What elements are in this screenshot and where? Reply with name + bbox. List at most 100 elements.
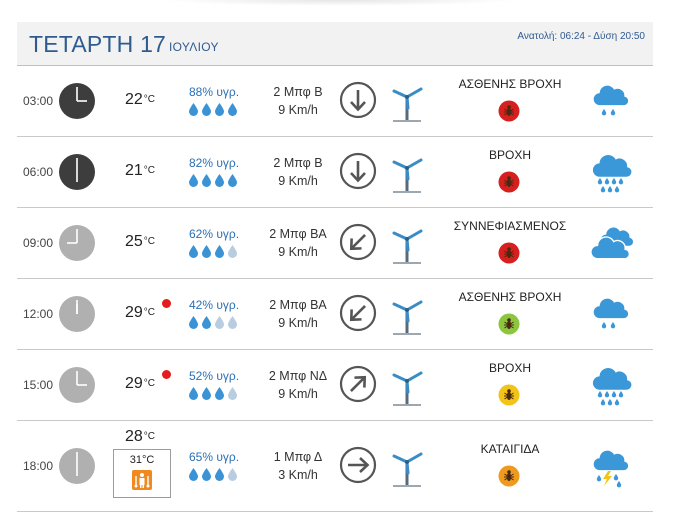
time-label: 15:00	[23, 378, 54, 392]
weather-description: ΑΣΘΕΝΗΣ ΒΡΟΧΗ	[458, 77, 562, 91]
wind-force: 1 Μπφ Δ	[273, 450, 323, 464]
clock-icon	[58, 82, 96, 120]
drop-empty-icon	[227, 386, 238, 400]
drop-full-icon	[214, 244, 225, 258]
wind-speed: 9 Km/h	[278, 387, 318, 401]
temperature-unit: °C	[143, 236, 156, 247]
down-left-arrow-icon	[339, 223, 377, 261]
weather-description: ΑΣΘΕΝΗΣ ΒΡΟΧΗ	[458, 290, 562, 304]
drop-full-icon	[188, 244, 199, 258]
top-shadow	[160, 0, 520, 6]
humidity-drops	[188, 244, 238, 258]
mosquito-badge-icon	[498, 171, 520, 193]
drop-full-icon	[201, 173, 212, 187]
drop-full-icon	[188, 467, 199, 481]
drop-empty-icon	[227, 244, 238, 258]
temperature: 21°C	[125, 162, 155, 180]
humidity-drops	[188, 315, 238, 329]
cloudy-icon	[589, 225, 634, 265]
temperature-unit: °C	[143, 165, 156, 176]
humidity-drops	[188, 386, 238, 400]
windmill-icon	[390, 226, 424, 264]
clock-icon	[58, 295, 96, 333]
drop-full-icon	[188, 173, 199, 187]
temperature-value: 22	[125, 91, 143, 108]
mosquito-badge-icon	[498, 313, 520, 335]
down-arrow-icon	[339, 152, 377, 190]
temperature-unit: °C	[143, 307, 156, 318]
drop-full-icon	[188, 386, 199, 400]
temperature: 22°C	[125, 91, 155, 109]
temperature-value: 25	[125, 233, 143, 250]
windmill-icon	[390, 297, 424, 335]
down-arrow-icon	[339, 81, 377, 119]
rain-icon	[589, 367, 633, 407]
feels-like-value: 31°C	[129, 454, 155, 466]
humidity-label: 88% υγρ.	[189, 85, 240, 99]
drop-full-icon	[214, 102, 225, 116]
mosquito-badge-icon	[498, 384, 520, 406]
time-label: 12:00	[23, 307, 54, 321]
temperature-value: 29	[125, 375, 143, 392]
forecast-row: 12:00 29°C 42% υγρ. 2 Μπφ ΒΑ 9 Km/h ΑΣΘΕΝΗΣ Β…	[17, 279, 653, 350]
temperature: 29°C	[125, 304, 155, 322]
day-header: ΤΕΤΑΡΤΗ 17 ΙΟΥΛΙΟΥ Ανατολή: 06:24 - Δύση…	[17, 22, 653, 66]
humidity-label: 82% υγρ.	[189, 156, 240, 170]
forecast-row: 18:00 28°C 31°C 65% υγρ. 1 Μπφ Δ 3 Km/h ΚΑΤΑΙΓ…	[17, 421, 653, 512]
weather-description: ΣΥΝΝΕΦΙΑΣΜΕΝΟΣ	[453, 219, 567, 233]
weather-description: ΚΑΤΑΙΓΙΔΑ	[480, 442, 540, 456]
right-arrow-icon	[339, 446, 377, 484]
clock-icon	[58, 153, 96, 191]
light-rain-icon	[589, 296, 633, 336]
drop-full-icon	[188, 315, 199, 329]
temperature: 28°C	[125, 428, 155, 446]
drop-empty-icon	[214, 315, 225, 329]
wind-force: 2 Μπφ ΒΑ	[269, 227, 327, 241]
windmill-icon	[390, 155, 424, 193]
month-label: ΙΟΥΛΙΟΥ	[169, 40, 219, 54]
sunrise-sunset: Ανατολή: 06:24 - Δύση 20:50	[517, 31, 645, 42]
wind-speed: 9 Km/h	[278, 174, 318, 188]
forecast-row: 06:00 21°C 82% υγρ. 2 Μπφ Β 9 Km/h ΒΡΟΧΗ	[17, 137, 653, 208]
wind-speed: 9 Km/h	[278, 245, 318, 259]
temperature: 25°C	[125, 233, 155, 251]
wind-force: 2 Μπφ Β	[273, 156, 323, 170]
mosquito-badge-icon	[498, 100, 520, 122]
weather-description: ΒΡΟΧΗ	[488, 148, 531, 162]
humidity-drops	[188, 467, 238, 481]
mosquito-badge-icon	[498, 242, 520, 264]
forecast-panel: ΤΕΤΑΡΤΗ 17 ΙΟΥΛΙΟΥ Ανατολή: 06:24 - Δύση…	[17, 22, 653, 512]
drop-full-icon	[214, 386, 225, 400]
humidity-drops	[188, 173, 238, 187]
temperature-value: 29	[125, 304, 143, 321]
feels-like-box: 31°C	[113, 449, 171, 498]
windmill-icon	[390, 84, 424, 122]
down-left-arrow-icon	[339, 294, 377, 332]
humidity-label: 42% υγρ.	[189, 298, 240, 312]
time-label: 06:00	[23, 165, 54, 179]
clock-icon	[58, 224, 96, 262]
temperature-value: 21	[125, 162, 143, 179]
humidity-label: 65% υγρ.	[189, 450, 240, 464]
weather-description: ΒΡΟΧΗ	[488, 361, 531, 375]
temperature-unit: °C	[143, 94, 156, 105]
heat-warning-dot	[162, 299, 171, 308]
rain-icon	[589, 154, 633, 194]
temperature: 29°C	[125, 375, 155, 393]
clock-icon	[58, 447, 96, 485]
wind-speed: 9 Km/h	[278, 316, 318, 330]
wind-speed: 3 Km/h	[278, 468, 318, 482]
temperature-unit: °C	[143, 431, 156, 442]
temperature-unit: °C	[143, 378, 156, 389]
drop-full-icon	[188, 102, 199, 116]
drop-full-icon	[227, 102, 238, 116]
drop-empty-icon	[227, 467, 238, 481]
forecast-row: 03:00 22°C 88% υγρ. 2 Μπφ Β 9 Km/h ΑΣΘΕΝΗΣ ΒΡ…	[17, 66, 653, 137]
clock-icon	[58, 366, 96, 404]
heat-warning-dot	[162, 370, 171, 379]
windmill-icon	[390, 368, 424, 406]
temperature-value: 28	[125, 428, 143, 445]
time-label: 03:00	[23, 94, 54, 108]
heat-person-icon	[132, 470, 152, 490]
humidity-label: 62% υγρ.	[189, 227, 240, 241]
